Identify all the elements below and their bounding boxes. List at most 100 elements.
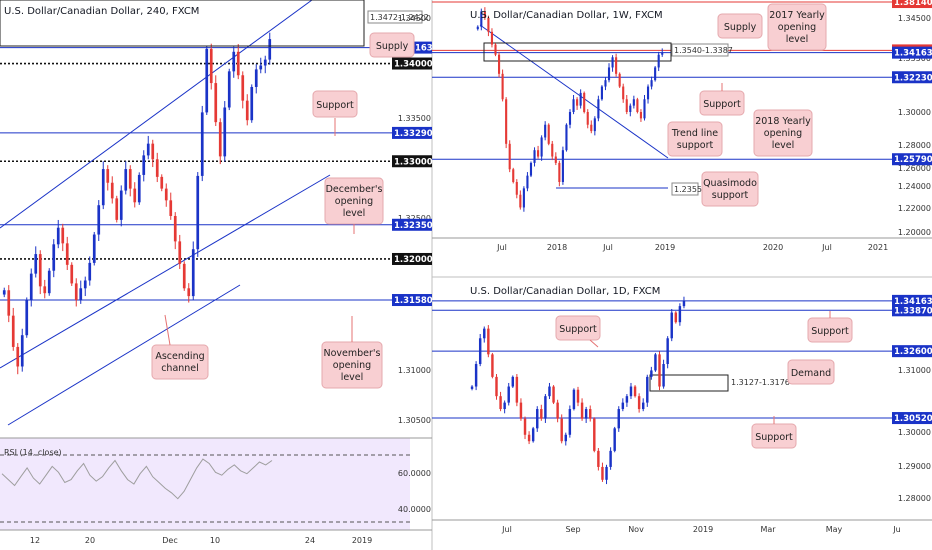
candle xyxy=(164,183,168,207)
y-tick-label: 1.30000 xyxy=(898,108,931,117)
candle-body xyxy=(523,418,527,435)
candle-body xyxy=(519,402,523,419)
candle xyxy=(128,165,132,197)
candle-body xyxy=(11,315,15,347)
price-tag-label: 1.32600 xyxy=(894,347,932,357)
svg-text:support: support xyxy=(712,190,749,201)
candle xyxy=(613,426,616,453)
candle-body xyxy=(586,112,589,125)
candle xyxy=(491,352,494,379)
rsi-axis-ticks: 60.0000 40.0000 xyxy=(398,469,431,514)
x-axis-ticks-weekly: Jul 2018 Jul 2019 2020 Jul 2021 xyxy=(496,243,888,252)
x-tick-label: Jul xyxy=(501,525,512,534)
candle xyxy=(511,375,515,388)
candle-body xyxy=(218,122,222,157)
candle xyxy=(250,84,254,123)
price-tag: 1.33290 xyxy=(392,126,433,139)
y-tick-label: 1.22000 xyxy=(898,204,931,213)
candle-body xyxy=(576,389,580,403)
price-tag-label: 1.34000 xyxy=(394,60,433,70)
candle xyxy=(552,385,555,405)
candle xyxy=(670,308,673,342)
candle-body xyxy=(43,286,47,294)
candle xyxy=(512,167,515,184)
candle-body xyxy=(529,162,533,176)
y-tick-label: 1.31000 xyxy=(898,366,931,375)
candle-body xyxy=(142,155,146,175)
price-tag-label: 1.32000 xyxy=(394,255,433,265)
annotation-support: Support xyxy=(699,83,745,116)
annotation-december-opening: December's opening level xyxy=(324,177,384,234)
candle xyxy=(505,97,508,149)
candle xyxy=(674,311,678,324)
svg-text:Quasimodo: Quasimodo xyxy=(703,178,757,189)
rsi-tick-40: 40.0000 xyxy=(398,505,431,514)
candle xyxy=(558,160,561,187)
candle-body xyxy=(646,86,650,100)
candle xyxy=(526,172,529,192)
candle xyxy=(572,388,576,411)
candle xyxy=(584,406,588,423)
x-tick-label: 2020 xyxy=(763,243,783,252)
candle xyxy=(173,212,177,250)
candle xyxy=(654,352,657,372)
candle-body xyxy=(654,67,657,81)
x-tick-label: 2018 xyxy=(547,243,567,252)
candle-body xyxy=(259,65,263,70)
candle-body xyxy=(227,71,231,108)
price-tag-box xyxy=(392,218,432,231)
candle-body xyxy=(241,75,245,101)
svg-text:level: level xyxy=(786,34,809,45)
candle xyxy=(629,382,633,400)
price-levels xyxy=(432,300,892,419)
candle-body xyxy=(507,386,510,403)
y-tick-label: 1.34500 xyxy=(898,14,931,23)
candle-body xyxy=(621,402,625,410)
annotation-bubble xyxy=(787,359,835,385)
candle xyxy=(209,43,213,90)
candle-body xyxy=(650,80,653,87)
candle xyxy=(487,325,490,358)
candle xyxy=(124,161,128,195)
price-tag: 1.31580 xyxy=(392,294,433,307)
candle-body xyxy=(560,418,563,442)
x-tick-label: Ju xyxy=(892,525,900,534)
candle-body xyxy=(515,182,518,195)
price-tag-label: 1.31580 xyxy=(394,296,433,306)
x-axis-ticks-240: 12 20 Dec 10 24 2019 xyxy=(30,536,372,545)
candle-body xyxy=(662,364,665,387)
candle-body xyxy=(92,234,96,263)
candle-body xyxy=(490,31,494,45)
candle-body xyxy=(88,262,92,281)
candle xyxy=(554,152,557,166)
candle xyxy=(657,51,660,72)
chart-weekly-title: U.S. Dollar/Canadian Dollar, 1W, FXCM xyxy=(470,10,663,21)
candle xyxy=(263,55,267,74)
candle xyxy=(508,140,511,173)
candle xyxy=(191,241,195,300)
candle xyxy=(236,44,240,80)
candle xyxy=(650,366,653,380)
candle xyxy=(115,195,119,223)
candle xyxy=(540,135,543,161)
candles-240 xyxy=(2,32,272,375)
candle-body xyxy=(605,466,608,480)
candle xyxy=(119,185,123,227)
candle xyxy=(497,51,501,78)
annotation-supply: Supply xyxy=(369,32,415,58)
price-tag-box xyxy=(892,304,932,317)
candle-body xyxy=(214,83,218,123)
candle-body xyxy=(263,59,267,66)
candle-body xyxy=(597,99,600,119)
candle xyxy=(662,359,665,389)
ascending-channel-lines xyxy=(0,0,331,426)
x-tick-label: 2019 xyxy=(655,243,675,252)
candle xyxy=(268,32,272,65)
x-tick-label: Jul xyxy=(602,243,613,252)
annotation-pointer xyxy=(589,339,599,348)
candle-body xyxy=(483,11,486,18)
candle-body xyxy=(548,386,551,397)
candle xyxy=(503,400,506,414)
candle xyxy=(501,69,504,102)
candle xyxy=(646,374,649,407)
